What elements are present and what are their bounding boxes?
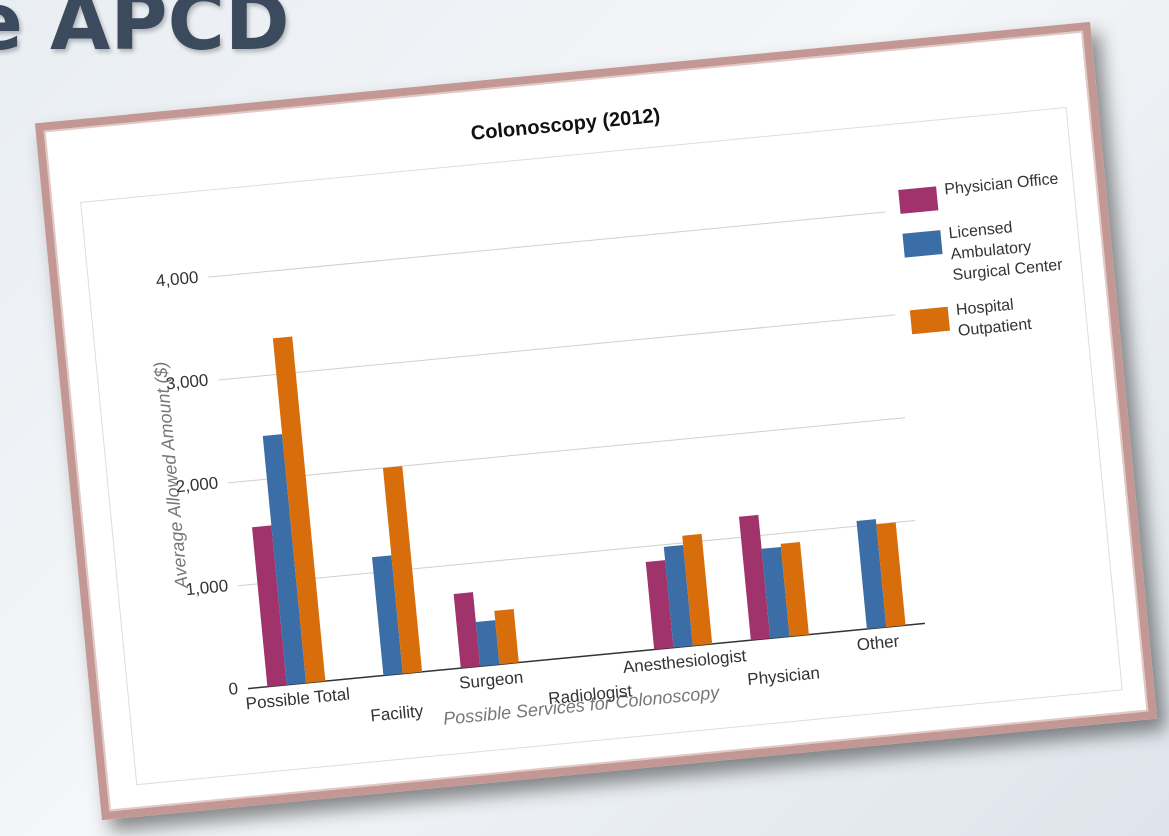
- bar: [382, 466, 423, 674]
- bar: [663, 544, 693, 648]
- grid-line: [208, 211, 886, 278]
- grid-line: [238, 520, 916, 587]
- legend: Physician Office Licensed Ambulatory Surg…: [898, 166, 1104, 360]
- bar: [475, 620, 500, 667]
- grid-line: [218, 314, 896, 381]
- bar: [252, 525, 287, 687]
- bar: [761, 546, 790, 639]
- x-axis: [247, 622, 925, 690]
- bar: [645, 560, 674, 650]
- legend-item: Licensed Ambulatory Surgical Center: [902, 210, 1097, 291]
- legend-label: Hospital Outpatient: [955, 296, 1033, 340]
- x-tick-label: Possible Total: [245, 684, 351, 713]
- bar: [856, 519, 887, 629]
- bar: [876, 522, 906, 628]
- bar: [494, 609, 519, 665]
- y-tick-label: 0: [228, 679, 239, 699]
- bar: [780, 542, 809, 637]
- chart-border: [80, 106, 1123, 786]
- x-tick-label: Physician: [746, 663, 820, 689]
- y-tick-label: 2,000: [175, 473, 219, 496]
- chart-title: Colonoscopy (2012): [470, 105, 661, 145]
- legend-swatch: [898, 186, 939, 214]
- y-tick-label: 1,000: [185, 576, 229, 599]
- x-tick-label: Other: [856, 631, 900, 654]
- bar: [682, 533, 713, 646]
- legend-item: Hospital Outpatient: [909, 286, 1102, 346]
- y-tick-label: 3,000: [165, 371, 209, 394]
- bar: [453, 592, 481, 669]
- y-tick-label: 4,000: [155, 268, 199, 291]
- bar: [372, 555, 403, 676]
- grid-line: [228, 417, 906, 484]
- x-tick-label: Surgeon: [458, 668, 524, 693]
- legend-swatch: [909, 306, 950, 335]
- chart: Colonoscopy (2012) Average Allowed Amoun…: [80, 105, 1123, 786]
- legend-label: Licensed Ambulatory Surgical Center: [947, 219, 1064, 285]
- bar: [738, 514, 771, 641]
- chart-card: Colonoscopy (2012) Average Allowed Amoun…: [34, 21, 1158, 821]
- slide-title: e APCD: [0, 0, 290, 68]
- bar: [272, 336, 326, 683]
- bar: [262, 434, 307, 685]
- x-tick-label: Facility: [370, 701, 425, 725]
- legend-swatch: [902, 230, 943, 258]
